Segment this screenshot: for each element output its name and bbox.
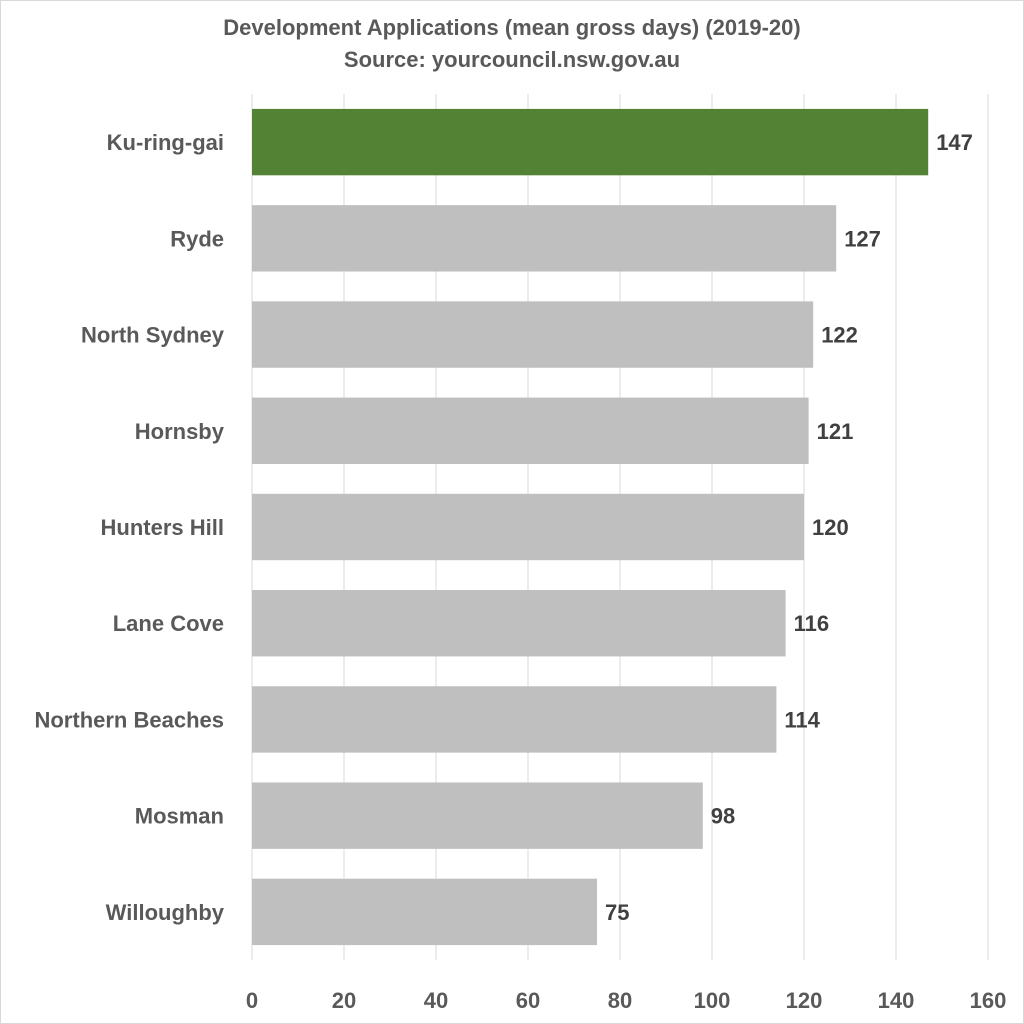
data-label: 122 (821, 323, 858, 348)
category-label: Ryde (170, 226, 224, 251)
chart-subtitle: Source: yourcouncil.nsw.gov.au (343, 47, 681, 72)
bar (252, 493, 804, 561)
bar (252, 397, 809, 464)
x-axis-tick-labels: 0 20 40 60 80 100 120 140 160 (246, 988, 1006, 1013)
bar (252, 686, 777, 753)
category-label: Willoughby (106, 900, 225, 925)
data-label: 147 (936, 130, 973, 155)
bar (252, 108, 929, 176)
data-label: 75 (605, 900, 629, 925)
category-label: North Sydney (81, 323, 225, 348)
data-labels: 147 127 122 121 120 116 114 98 75 (605, 130, 973, 925)
category-label: Lane Cove (113, 611, 224, 636)
x-tick-label: 140 (878, 988, 915, 1013)
data-label: 120 (812, 515, 849, 540)
bar (252, 878, 597, 946)
category-label: Hunters Hill (101, 515, 224, 540)
data-label: 116 (794, 611, 830, 636)
chart-title-block: Development Applications (mean gross day… (0, 12, 1024, 76)
x-tick-label: 0 (246, 988, 258, 1013)
category-label: Northern Beaches (34, 707, 224, 732)
data-label: 114 (784, 707, 820, 732)
bar (252, 782, 703, 849)
category-labels: Ku-ring-gai Ryde North Sydney Hornsby Hunter… (34, 130, 224, 925)
category-label: Mosman (135, 804, 224, 829)
x-tick-label: 60 (516, 988, 540, 1013)
chart-title: Development Applications (mean gross day… (223, 15, 801, 40)
data-label: 98 (711, 804, 735, 829)
x-tick-label: 120 (786, 988, 823, 1013)
x-tick-label: 40 (424, 988, 448, 1013)
data-label: 127 (844, 226, 881, 251)
x-tick-label: 100 (694, 988, 731, 1013)
x-tick-label: 160 (970, 988, 1007, 1013)
data-label: 121 (817, 419, 854, 444)
category-label: Hornsby (135, 419, 225, 444)
bar (252, 590, 786, 657)
x-tick-label: 20 (332, 988, 356, 1013)
bar (252, 205, 837, 272)
x-tick-label: 80 (608, 988, 632, 1013)
bars (252, 108, 929, 946)
category-label: Ku-ring-gai (107, 130, 224, 155)
bar (252, 301, 814, 368)
